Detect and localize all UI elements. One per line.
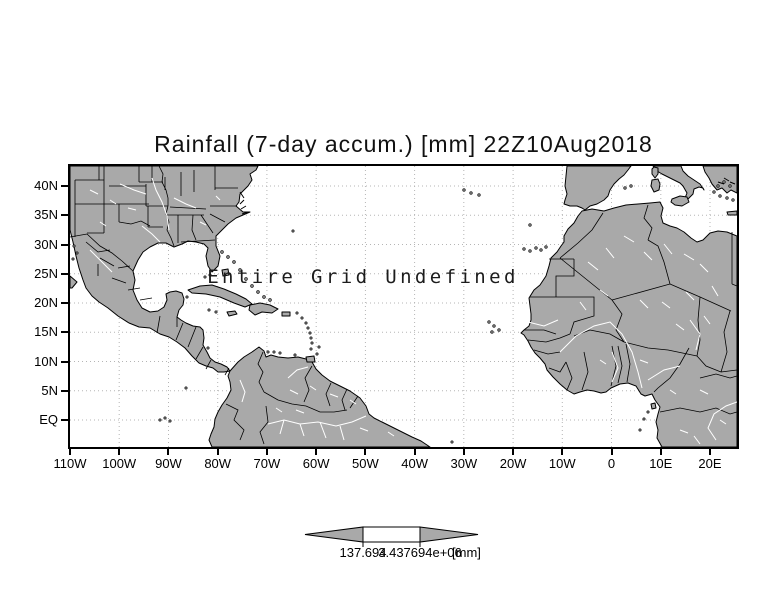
- coast-detail: [239, 177, 736, 215]
- land-north-america: [70, 166, 259, 373]
- lon-tick-label: 80W: [204, 456, 232, 471]
- lat-tick: [61, 302, 68, 304]
- lat-tick: [61, 272, 68, 275]
- lon-tick-label: 100W: [102, 456, 137, 471]
- colorbar: [304, 526, 479, 547]
- lat-tick-label: 35N: [34, 207, 58, 223]
- lat-tick: [61, 389, 68, 392]
- land-south-america: [208, 346, 431, 447]
- lon-tick: [709, 449, 711, 455]
- colorbar-tick-label-right: 3.437694e+06: [378, 545, 462, 560]
- lon-tick-label: 0: [607, 456, 616, 471]
- lon-tick: [69, 449, 71, 455]
- rivers: [89, 177, 737, 445]
- us-state-borders: [70, 166, 238, 301]
- lon-tick: [364, 449, 367, 455]
- land-bioko: [650, 402, 657, 410]
- lon-tick-label: 50W: [352, 456, 379, 471]
- lon-tick: [167, 449, 170, 455]
- land-africa: [520, 201, 737, 447]
- lon-tick-label: 20E: [698, 456, 722, 471]
- lon-tick: [462, 449, 465, 455]
- land-jamaica: [226, 310, 238, 317]
- lon-tick: [413, 449, 416, 455]
- lon-tick: [561, 449, 564, 455]
- lon-tick-label: 10E: [649, 456, 673, 471]
- land-italy: [652, 166, 705, 202]
- land-puerto-rico: [281, 311, 291, 317]
- lon-tick-label: 10W: [548, 456, 576, 471]
- undefined-grid-annotation: Entire Grid Undefined: [207, 266, 519, 288]
- land-sardinia: [650, 178, 661, 193]
- colorbar-ticks: [362, 542, 421, 547]
- plot-title: Rainfall (7-day accum.) [mm] 22Z10Aug201…: [154, 131, 653, 157]
- land-cuba: [187, 284, 253, 308]
- land-crete: [726, 210, 737, 216]
- lon-tick: [610, 449, 613, 455]
- lat-tick-label: EQ: [39, 412, 58, 427]
- lon-tick-label: 90W: [155, 456, 182, 471]
- land-trinidad: [305, 355, 316, 363]
- colorbar-body: [362, 526, 421, 543]
- lat-tick: [61, 419, 68, 421]
- lon-tick-label: 110W: [53, 456, 87, 471]
- lat-tick: [61, 243, 68, 246]
- lat-tick-label: 40N: [34, 178, 58, 193]
- lon-tick: [118, 449, 121, 455]
- colorbar-tick-label-left: 137.694: [339, 545, 387, 560]
- lat-tick-label: 10N: [34, 353, 58, 369]
- stream-speckles: [89, 189, 727, 437]
- country-borders: [156, 204, 737, 445]
- lat-tick-label: 30N: [34, 236, 58, 252]
- land-andros: [221, 268, 230, 277]
- colorbar-right-arrow: [419, 526, 479, 543]
- lat-tick: [61, 331, 68, 334]
- lon-tick: [659, 449, 662, 455]
- land-corsica: [651, 166, 659, 179]
- lon-tick-label: 70W: [253, 456, 281, 471]
- landmasses: [70, 166, 737, 447]
- lat-tick: [61, 185, 68, 187]
- lon-tick: [512, 449, 515, 455]
- lat-tick-label: 25N: [34, 265, 58, 281]
- lon-tick-label: 40W: [401, 456, 428, 471]
- lon-tick: [216, 449, 219, 455]
- lon-tick: [265, 449, 268, 455]
- lon-tick-label: 20W: [499, 456, 527, 471]
- lon-tick-label: 60W: [302, 456, 330, 471]
- colorbar-left-arrow: [304, 526, 364, 543]
- land-hispaniola: [248, 302, 279, 316]
- land-baja-tip: [70, 275, 78, 289]
- lat-tick-label: 20N: [34, 295, 58, 310]
- land-iberia: [563, 166, 632, 211]
- map-canvas: [70, 166, 737, 447]
- lat-tick-label: 15N: [34, 324, 58, 340]
- lat-tick: [61, 214, 68, 217]
- lon-tick: [315, 449, 318, 455]
- lon-tick-label: 30W: [450, 456, 478, 471]
- land-sicily: [670, 195, 690, 207]
- colorbar-units-label: [mm]: [452, 545, 481, 560]
- island-dots: [71, 180, 735, 444]
- lat-tick-label: 5N: [41, 382, 58, 398]
- lat-tick: [61, 360, 68, 363]
